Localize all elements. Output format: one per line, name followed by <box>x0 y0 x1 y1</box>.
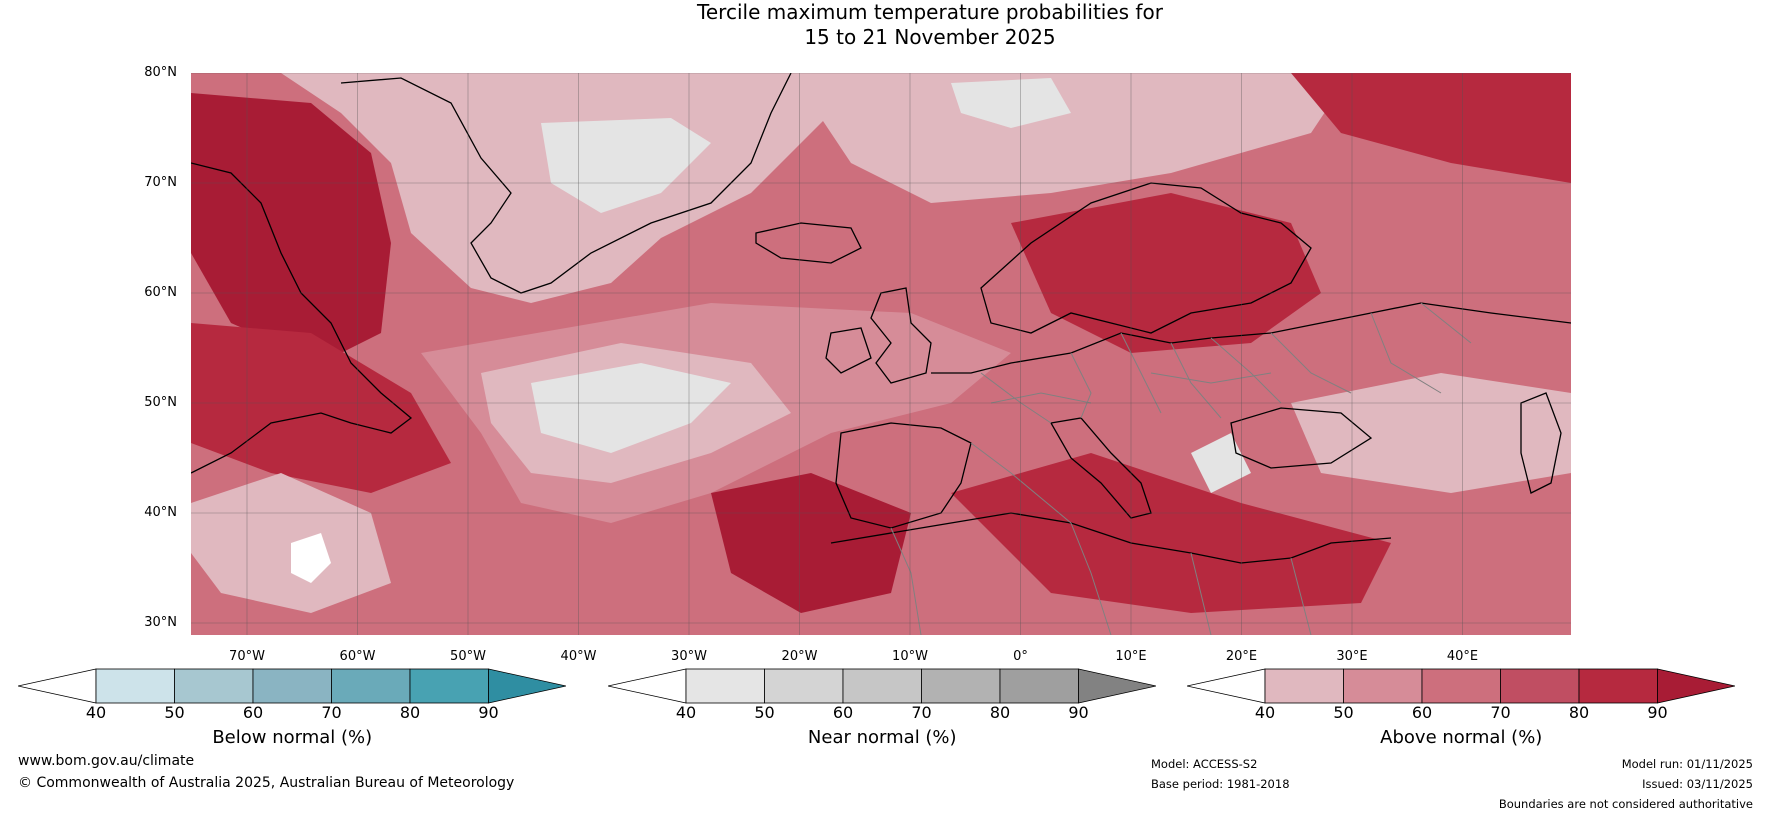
colorbar-extend-low <box>607 668 687 704</box>
colorbar-segment <box>1421 668 1501 704</box>
region-near-40-greenland <box>541 118 711 213</box>
colorbar-tick-label: 40 <box>85 703 107 722</box>
iberia-coast <box>835 422 972 529</box>
colorbar-tick-label: 70 <box>321 703 342 722</box>
latitude-label: 50°N <box>144 395 177 410</box>
colorbar-segment <box>409 668 489 704</box>
colorbar-segment <box>685 668 765 704</box>
colorbar-segment <box>921 668 1001 704</box>
region-near-40-blacksea <box>1191 433 1251 493</box>
footer-issued: Issued: 03/11/2025 <box>1642 777 1753 791</box>
region-above-80-arctic <box>1291 73 1571 183</box>
map-svg <box>191 73 1571 635</box>
colorbar-tick-label: 50 <box>164 703 185 722</box>
longitude-label: 20°W <box>781 649 818 664</box>
latitude-label: 40°N <box>144 505 177 520</box>
longitude-label: 30°E <box>1336 649 1368 664</box>
colorbar-segment <box>764 668 844 704</box>
colorbar-segment <box>1500 668 1580 704</box>
colorbar-title: Above normal (%) <box>1380 727 1543 748</box>
longitude-label: 40°W <box>560 649 597 664</box>
region-above-80-labrador <box>191 323 451 493</box>
colorbar-title: Near normal (%) <box>807 727 957 748</box>
footer-base-period: Base period: 1981-2018 <box>1151 777 1290 791</box>
colorbar-tick-label: 80 <box>1568 703 1590 722</box>
colorbar-tick-label: 80 <box>989 703 1011 722</box>
colorbar-extend-high <box>488 668 567 704</box>
colorbar-segment <box>999 668 1079 704</box>
title-line-2: 15 to 21 November 2025 <box>804 25 1056 49</box>
caspian-coast <box>1520 392 1562 494</box>
latitude-label: 30°N <box>144 615 177 630</box>
region-above-90-west <box>191 93 391 363</box>
colorbar-title: Below normal (%) <box>212 727 373 748</box>
region-above-80-mediterranean <box>951 453 1391 613</box>
colorbar-tick-label: 90 <box>1647 703 1668 722</box>
colorbar-tick-label: 70 <box>911 703 932 722</box>
footer-website: www.bom.gov.au/climate <box>18 753 195 769</box>
colorbar-segment <box>252 668 332 704</box>
region-above-80-scandinavia <box>1011 193 1321 353</box>
region-white-southwest <box>291 533 331 583</box>
colorbar-segment <box>842 668 922 704</box>
probability-map <box>191 73 1571 635</box>
region-above-40-north <box>791 73 1351 203</box>
colorbar-segment <box>1578 668 1658 704</box>
latitude-label: 70°N <box>144 175 177 190</box>
colorbar: 40 50 60 70 80 90 <box>1186 668 1736 722</box>
iceland-coast <box>755 222 862 264</box>
colorbar-extend-low <box>17 668 97 704</box>
britain-coast <box>870 287 932 384</box>
longitude-label: 20°E <box>1225 649 1258 664</box>
colorbar-segment <box>1343 668 1423 704</box>
colorbar-tick-label: 40 <box>675 703 697 722</box>
colorbar-svg <box>1186 668 1736 704</box>
colorbar-svg <box>607 668 1157 704</box>
ireland-coast <box>825 327 872 374</box>
latitude-label: 60°N <box>144 285 177 300</box>
longitude-label: 10°W <box>892 649 928 664</box>
colorbar-tick-label: 80 <box>399 703 421 722</box>
footer-copyright: © Commonwealth of Australia 2025, Austra… <box>18 775 515 791</box>
colorbar-tick-label: 50 <box>1333 703 1354 722</box>
colorbar-segment <box>331 668 411 704</box>
chart-title: Tercile maximum temperature probabilitie… <box>0 0 1770 50</box>
colorbar-tick-label: 60 <box>832 703 854 722</box>
footer-model-run: Model run: 01/11/2025 <box>1621 757 1753 771</box>
region-above-40-greenland <box>281 73 831 303</box>
region-above-90-south <box>711 473 911 613</box>
colorbar-extend-high <box>1078 668 1157 704</box>
colorbar-tick-label: 90 <box>478 703 499 722</box>
colorbar: 40 50 60 70 80 90 <box>607 668 1157 722</box>
region-near-40-atlantic <box>531 363 731 453</box>
colorbar-tick-label: 60 <box>1411 703 1433 722</box>
colorbar-tick-label: 90 <box>1068 703 1089 722</box>
region-near-40-svalbard <box>951 78 1071 128</box>
colorbar-svg <box>17 668 567 704</box>
colorbar: 40 50 60 70 80 90 <box>17 668 567 722</box>
longitude-label: 50°W <box>450 649 486 664</box>
footer-model: Model: ACCESS-S2 <box>1151 757 1258 771</box>
colorbar-segment <box>174 668 254 704</box>
colorbar-tick-label: 50 <box>754 703 775 722</box>
footer-disclaimer: Boundaries are not considered authoritat… <box>1498 797 1753 811</box>
longitude-label: 70°W <box>229 649 265 664</box>
colorbar-extend-low <box>1186 668 1266 704</box>
title-line-1: Tercile maximum temperature probabilitie… <box>697 0 1163 24</box>
latitude-label: 80°N <box>144 65 177 80</box>
colorbar-tick-label: 60 <box>242 703 264 722</box>
colorbar-tick-label: 70 <box>1490 703 1511 722</box>
longitude-label: 60°W <box>339 649 376 664</box>
blacksea-coast <box>1230 407 1373 469</box>
canada-coast <box>191 162 413 474</box>
longitude-label: 40°E <box>1446 649 1479 664</box>
colorbar-tick-label: 40 <box>1254 703 1276 722</box>
longitude-label: 30°W <box>671 649 707 664</box>
longitude-label: 0° <box>1013 649 1028 664</box>
colorbar-extend-high <box>1657 668 1736 704</box>
colorbar-segment <box>1264 668 1344 704</box>
longitude-label: 10°E <box>1115 649 1147 664</box>
colorbar-segment <box>95 668 175 704</box>
